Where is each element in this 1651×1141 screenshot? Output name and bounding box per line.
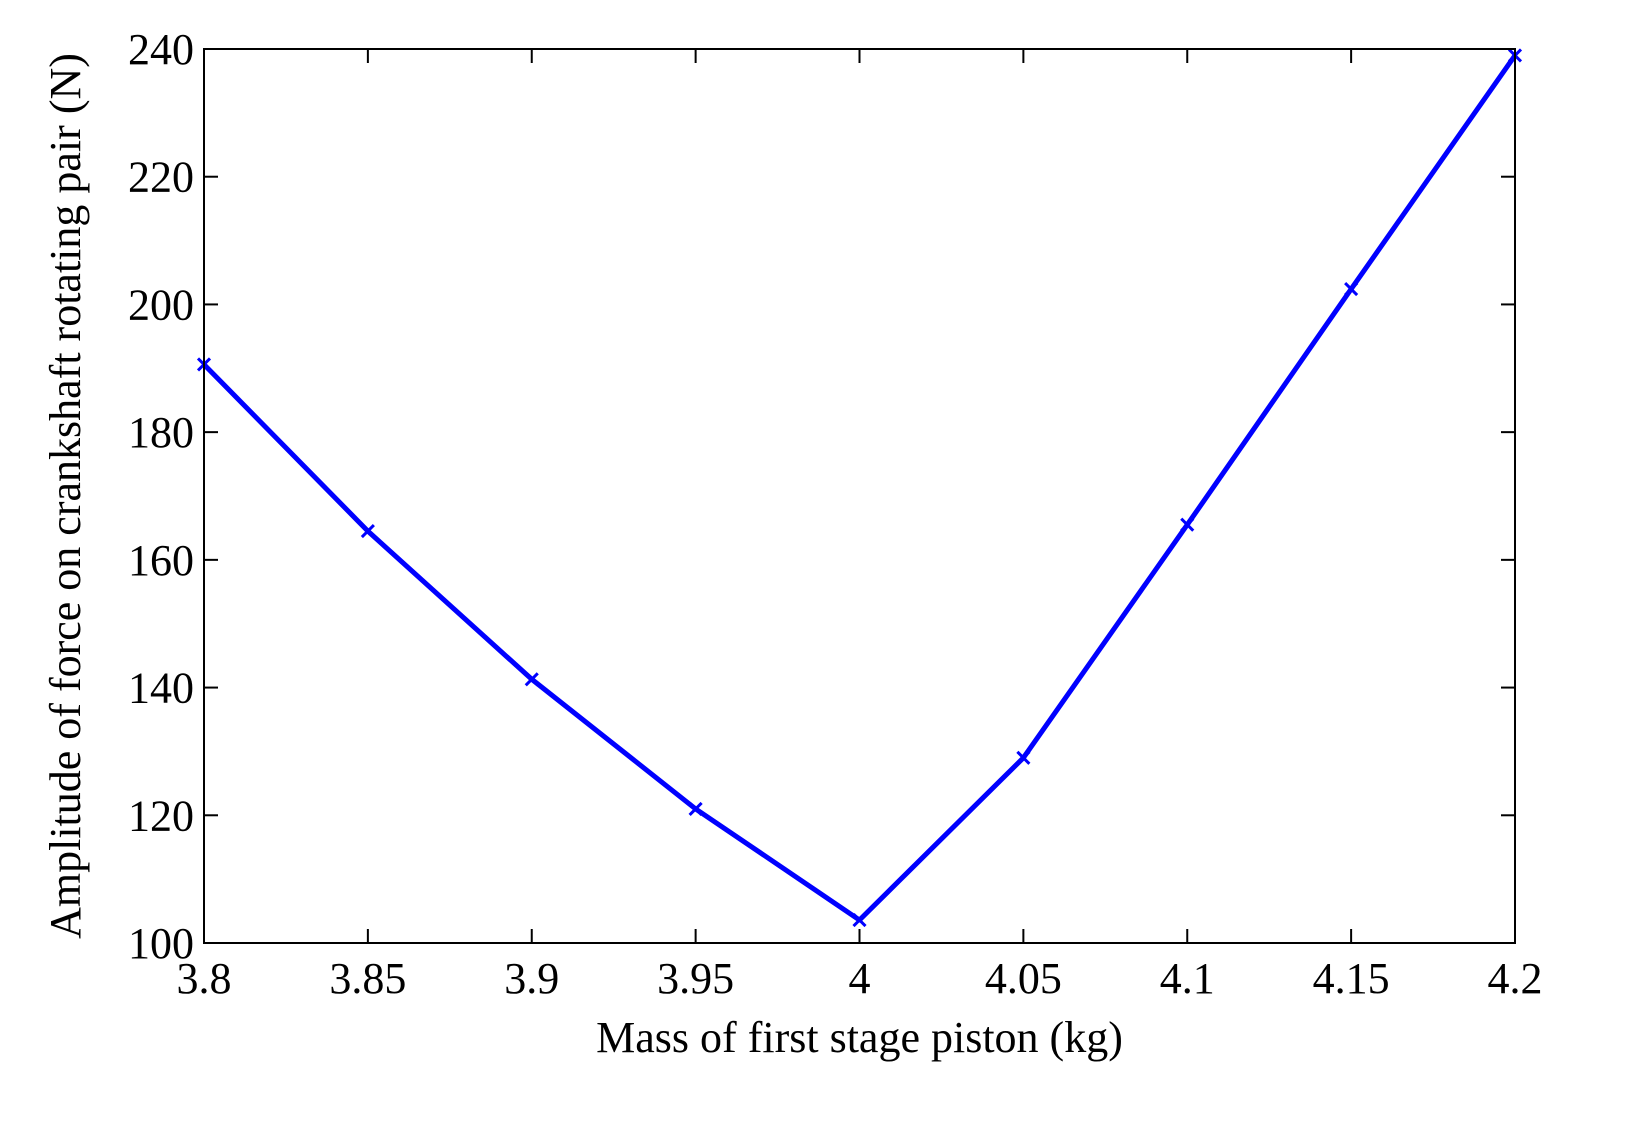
x-tick-label: 4.1 <box>1160 954 1215 1003</box>
x-tick-label: 4.05 <box>985 954 1062 1003</box>
y-tick-label: 220 <box>128 153 194 202</box>
y-tick-label: 180 <box>128 408 194 457</box>
x-tick-label: 3.8 <box>177 954 232 1003</box>
y-tick-label: 240 <box>128 25 194 74</box>
series-line <box>202 53 1518 923</box>
x-tick-label: 3.95 <box>657 954 734 1003</box>
x-tick-label: 3.9 <box>504 954 559 1003</box>
y-tick-label: 140 <box>128 664 194 713</box>
data-point-marker <box>852 912 867 928</box>
data-point-marker <box>1180 517 1195 532</box>
y-tick-label: 160 <box>128 536 194 585</box>
x-tick-label: 4.15 <box>1313 954 1390 1003</box>
data-point-marker <box>1016 750 1031 765</box>
plot-frame <box>203 48 1516 944</box>
data-point-marker <box>524 672 539 687</box>
ticks-layer <box>203 48 1516 944</box>
y-axis-label: Amplitude of force on crankshaft rotatin… <box>41 53 90 939</box>
data-point-marker <box>688 801 703 816</box>
x-axis-label: Mass of first stage piston (kg) <box>596 1013 1123 1062</box>
x-tick-label: 4.2 <box>1488 954 1543 1003</box>
series-layer <box>196 48 1523 928</box>
y-tick-label: 100 <box>128 919 194 968</box>
data-point-marker <box>360 524 375 539</box>
y-tick-label: 120 <box>128 791 194 840</box>
x-tick-label: 3.85 <box>329 954 406 1003</box>
tick-labels-layer: 3.8 3.85 3.9 3.95 4 4.05 4.1 4.15 4.2 100 120 140 16… <box>128 25 1543 1003</box>
data-point-marker <box>1344 282 1359 297</box>
y-tick-label: 200 <box>128 280 194 329</box>
x-tick-label: 4 <box>849 954 871 1003</box>
